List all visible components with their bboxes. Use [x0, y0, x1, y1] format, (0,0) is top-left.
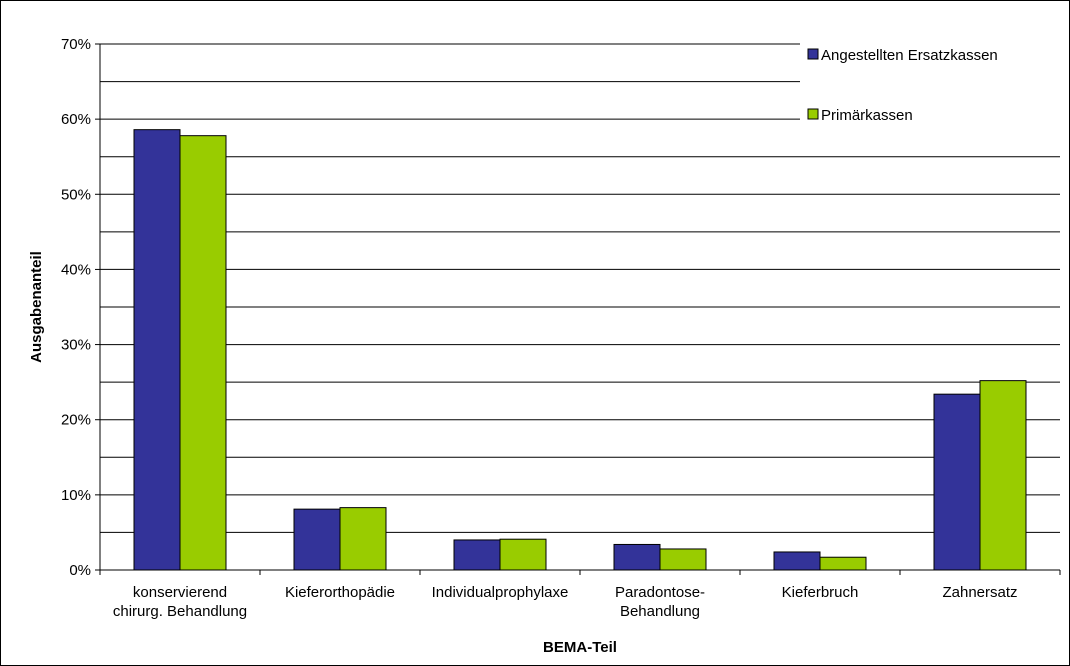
- legend-label: Primärkassen: [821, 107, 913, 124]
- x-axis-title: BEMA-Teil: [543, 639, 617, 656]
- y-tick-label: 0%: [69, 562, 91, 579]
- bar: [133, 129, 181, 571]
- x-tick-label: Zahnersatz: [942, 584, 1017, 601]
- bar: [339, 507, 387, 571]
- bar: [979, 380, 1027, 571]
- bar: [179, 135, 227, 571]
- y-tick-label: 40%: [61, 261, 91, 278]
- bar: [819, 556, 867, 571]
- legend: Angestellten Ersatzkassen Primärkassen: [807, 47, 998, 124]
- bar: [933, 393, 981, 571]
- x-tick-label: chirurg. Behandlung: [113, 603, 247, 620]
- x-tick-label: Kieferbruch: [782, 584, 859, 601]
- y-tick-label: 60%: [61, 111, 91, 128]
- bar: [773, 551, 821, 571]
- bar: [659, 548, 707, 571]
- x-tick-label: Paradontose-: [615, 584, 705, 601]
- legend-swatch: [807, 48, 819, 60]
- y-tick-label: 50%: [61, 186, 91, 203]
- y-axis-title: Ausgabenanteil: [28, 251, 45, 363]
- x-tick-label: Behandlung: [620, 603, 700, 620]
- x-category-labels: konservierend chirurg. Behandlung Kieferor…: [113, 584, 1018, 620]
- bar: [293, 508, 341, 571]
- axes: [95, 43, 1061, 575]
- x-tick-label: Individualprophylaxe: [432, 584, 569, 601]
- y-tick-label: 20%: [61, 412, 91, 429]
- bars: [133, 129, 1027, 571]
- gridlines: [100, 43, 1060, 533]
- y-tick-label: 10%: [61, 487, 91, 504]
- y-tick-label: 70%: [61, 36, 91, 53]
- legend-label: Angestellten Ersatzkassen: [821, 47, 998, 64]
- legend-swatch: [807, 108, 819, 120]
- y-tick-label: 30%: [61, 337, 91, 354]
- x-tick-label: konservierend: [133, 584, 227, 601]
- bar: [613, 543, 661, 571]
- bar: [499, 538, 547, 571]
- x-tick-label: Kieferorthopädie: [285, 584, 395, 601]
- bar: [453, 539, 501, 571]
- y-tick-labels: 0% 10% 20% 30% 40% 50% 60% 70%: [61, 36, 91, 579]
